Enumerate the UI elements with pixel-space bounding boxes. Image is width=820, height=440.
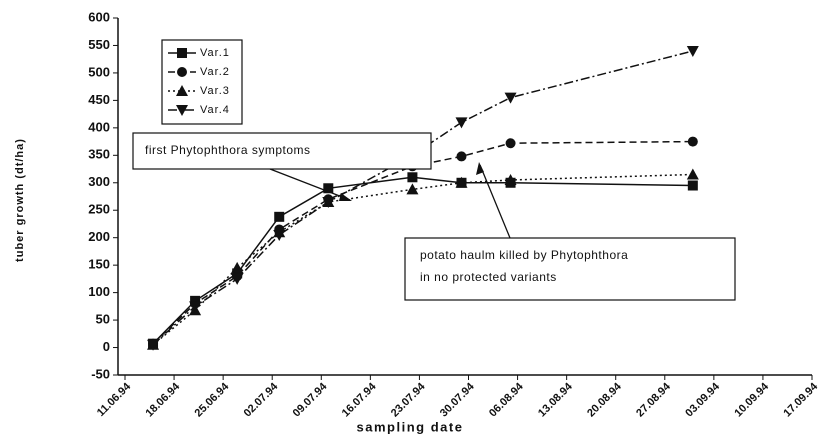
marker [177, 67, 187, 77]
annotation-box [404, 237, 736, 301]
marker [505, 138, 516, 149]
arrow-head [339, 193, 352, 201]
marker [147, 339, 160, 351]
legend-label: Var.2 [200, 66, 230, 78]
annotation-box [132, 132, 432, 170]
annotation-text: potato haulm killed by Phytophthora [420, 248, 628, 262]
annotation-text: first Phytophthora symptoms [145, 143, 311, 157]
y-tick-label: 400 [88, 119, 110, 134]
marker [176, 85, 188, 96]
marker [176, 105, 188, 116]
y-tick-label: 600 [88, 9, 110, 24]
y-tick-label: 150 [88, 257, 110, 272]
y-tick-label: 450 [88, 92, 110, 107]
y-tick-label: 550 [88, 37, 110, 52]
x-tick-label: 17.09.94 [781, 380, 820, 419]
x-tick-label: 09.07.94 [291, 380, 330, 419]
y-axis-label: tuber growth (dt/ha) [14, 138, 26, 262]
x-axis-label: sampling date [357, 419, 464, 434]
y-tick-label: 100 [88, 284, 110, 299]
y-tick-label: 50 [96, 312, 110, 327]
marker [455, 176, 468, 188]
x-tick-label: 16.07.94 [340, 380, 379, 419]
x-tick-label: 20.08.94 [585, 380, 624, 419]
marker [177, 48, 187, 58]
x-tick-label: 25.06.94 [193, 380, 232, 419]
annotation-arrow [269, 168, 351, 201]
marker [406, 183, 419, 195]
x-tick-label: 06.08.94 [487, 380, 526, 419]
marker [456, 151, 467, 162]
arrow-head [476, 162, 484, 175]
marker [189, 301, 202, 313]
x-tick-label: 11.06.94 [95, 380, 134, 419]
annotation-text: in no protected variants [420, 270, 557, 284]
marker [687, 136, 698, 147]
y-tick-label: 350 [88, 147, 110, 162]
marker [274, 211, 285, 222]
y-tick-label: 300 [88, 174, 110, 189]
marker [231, 273, 244, 285]
marker [504, 92, 517, 104]
x-tick-label: 27.08.94 [634, 380, 673, 419]
marker [686, 168, 699, 180]
marker [455, 117, 468, 129]
legend-label: Var.1 [200, 47, 230, 59]
marker [322, 196, 335, 208]
y-tick-label: 500 [88, 64, 110, 79]
marker [407, 172, 418, 183]
marker [686, 45, 699, 57]
x-tick-label: 18.06.94 [143, 380, 182, 419]
annotation-arrow [479, 164, 511, 239]
x-tick-label: 23.07.94 [389, 380, 428, 419]
marker [323, 183, 334, 194]
y-tick-label: 250 [88, 202, 110, 217]
x-tick-label: 03.09.94 [683, 380, 722, 419]
x-tick-label: 02.07.94 [242, 380, 281, 419]
y-tick-label: -50 [91, 366, 110, 381]
legend-label: Var.4 [200, 104, 230, 116]
x-tick-label: 10.09.94 [732, 380, 771, 419]
x-tick-label: 13.08.94 [536, 380, 575, 419]
y-tick-label: 0 [103, 339, 110, 354]
x-tick-label: 30.07.94 [438, 380, 477, 419]
legend-label: Var.3 [200, 85, 230, 97]
marker [273, 229, 286, 241]
marker [687, 180, 698, 191]
marker [231, 261, 244, 273]
marker [504, 174, 517, 186]
y-tick-label: 200 [88, 229, 110, 244]
